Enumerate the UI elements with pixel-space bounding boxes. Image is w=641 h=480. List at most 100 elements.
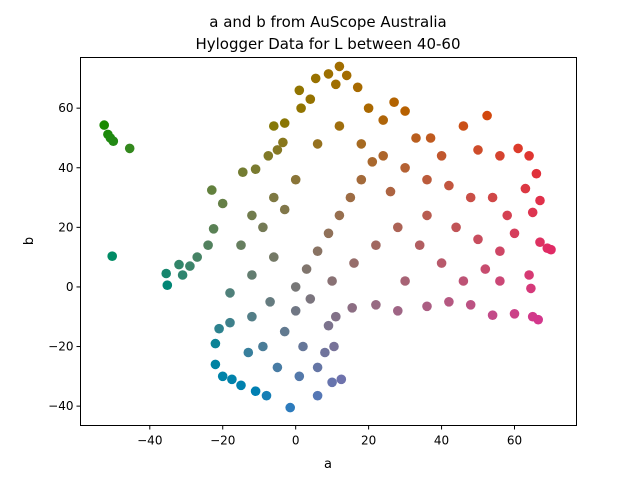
data-point: [250, 164, 261, 174]
data-point: [393, 306, 403, 316]
data-point: [482, 110, 492, 121]
chart-title-line2: Hylogger Data for L between 40-60: [195, 35, 460, 53]
data-point: [285, 402, 296, 413]
data-point: [509, 309, 520, 319]
data-point: [487, 310, 498, 321]
data-point: [236, 240, 246, 250]
data-point: [210, 359, 221, 370]
data-point: [238, 167, 248, 177]
data-point: [296, 103, 306, 113]
data-point: [124, 143, 135, 154]
data-point: [272, 145, 283, 155]
chart-title-line1: a and b from AuScope Australia: [209, 13, 447, 31]
data-point: [378, 151, 389, 161]
data-point: [349, 258, 359, 268]
x-axis-ticks: −40 −20 0 20 40 60: [137, 425, 522, 448]
data-point: [107, 251, 117, 261]
data-point: [371, 300, 381, 310]
data-point: [527, 207, 538, 218]
plot-area-frame: [80, 57, 577, 426]
data-point: [400, 163, 410, 173]
data-point: [247, 210, 257, 221]
data-point: [458, 276, 469, 286]
data-point: [225, 317, 235, 328]
data-point: [352, 82, 363, 93]
y-axis-ticks: −40 −20 0 20 40 60: [48, 101, 81, 413]
x-tick-label: −20: [210, 434, 235, 448]
data-point: [323, 228, 334, 239]
data-point: [312, 246, 323, 256]
y-tick-label: −20: [48, 340, 73, 354]
data-point: [378, 115, 389, 125]
x-tick-label: 0: [292, 434, 300, 448]
data-point: [425, 133, 436, 143]
data-point: [323, 320, 334, 331]
data-point: [502, 210, 512, 221]
data-point: [422, 174, 432, 185]
data-point: [473, 145, 483, 155]
data-point: [162, 280, 173, 291]
data-point: [294, 371, 305, 382]
data-point: [465, 192, 476, 203]
data-point: [436, 258, 447, 268]
data-point: [320, 347, 330, 358]
data-point: [334, 121, 345, 131]
data-point: [217, 371, 228, 382]
data-point: [192, 252, 202, 262]
data-point: [334, 210, 345, 221]
y-tick-label: 60: [58, 101, 73, 115]
data-point: [495, 151, 505, 161]
data-point: [310, 73, 321, 84]
data-point: [269, 252, 279, 262]
data-point: [336, 374, 347, 385]
data-point: [227, 374, 237, 385]
data-point: [312, 390, 323, 401]
x-tick-label: 40: [434, 434, 449, 448]
data-point: [243, 347, 254, 358]
data-point: [258, 341, 268, 352]
data-point: [414, 240, 425, 250]
data-point: [99, 120, 109, 130]
data-point: [279, 204, 290, 215]
data-point: [327, 377, 337, 388]
data-point: [278, 137, 288, 148]
y-tick-label: 0: [66, 280, 74, 294]
data-point: [495, 276, 505, 286]
data-point: [334, 61, 345, 72]
data-point: [436, 151, 447, 161]
data-point: [411, 133, 421, 143]
data-point: [487, 192, 498, 203]
data-point: [263, 151, 274, 161]
data-point: [422, 210, 432, 221]
data-point: [217, 198, 228, 209]
data-point: [207, 185, 217, 195]
data-point: [108, 136, 119, 146]
data-point: [331, 311, 341, 322]
data-point: [250, 386, 261, 397]
data-point: [509, 228, 520, 239]
data-point: [422, 301, 432, 312]
y-axis-label: b: [22, 237, 37, 245]
data-point: [480, 264, 491, 274]
data-point: [546, 244, 556, 255]
data-point: [526, 283, 536, 294]
data-point: [305, 94, 316, 104]
data-point: [269, 192, 279, 203]
data-point: [451, 222, 461, 233]
data-point: [465, 300, 476, 310]
data-point: [290, 282, 301, 292]
data-point: [331, 79, 341, 90]
data-point: [444, 180, 454, 191]
data-point: [185, 261, 195, 271]
data-point: [473, 234, 483, 245]
data-point: [225, 288, 235, 298]
data-point: [385, 186, 396, 197]
data-point: [294, 85, 305, 96]
data-point: [258, 222, 268, 233]
data-point: [203, 240, 213, 250]
data-point: [356, 139, 367, 149]
x-tick-label: 20: [361, 434, 376, 448]
data-point: [161, 268, 171, 279]
x-tick-label: 60: [507, 434, 522, 448]
y-tick-label: −40: [48, 399, 73, 413]
